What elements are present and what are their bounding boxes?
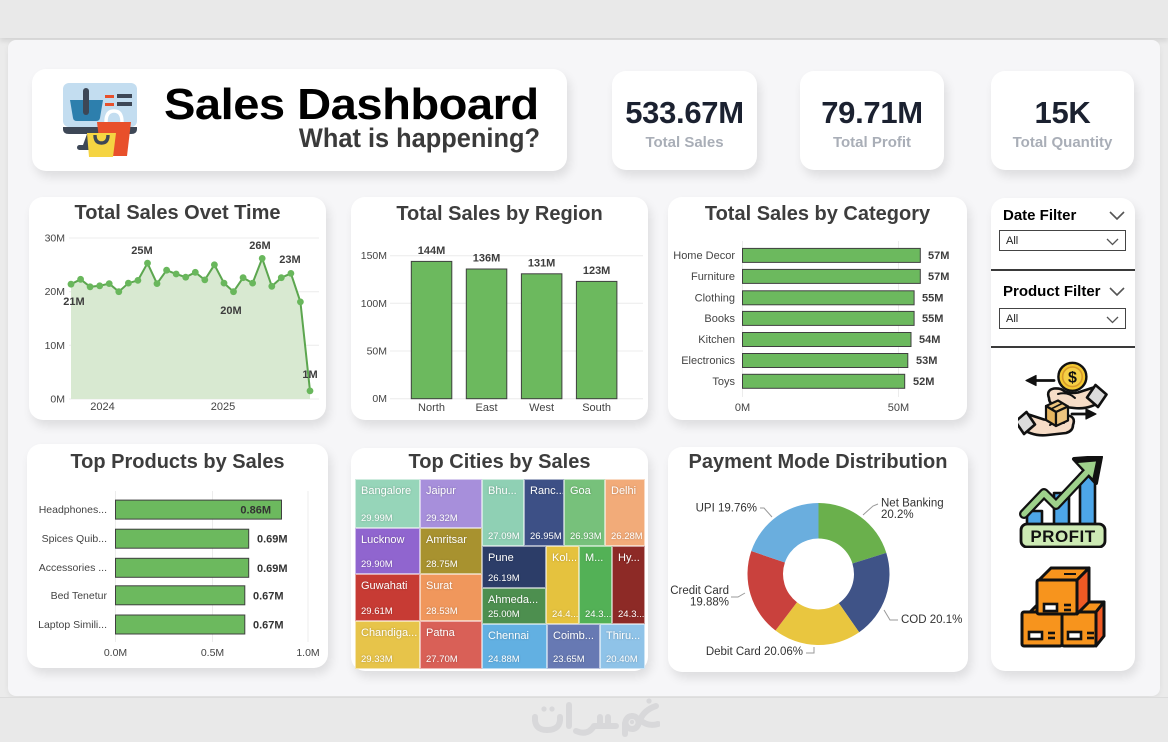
svg-text:COD 20.1%: COD 20.1%: [901, 614, 962, 626]
svg-text:52M: 52M: [913, 376, 934, 388]
svg-text:57M: 57M: [928, 271, 949, 283]
svg-text:1.0M: 1.0M: [296, 647, 319, 659]
svg-text:100M: 100M: [361, 298, 387, 310]
svg-text:UPI 19.76%: UPI 19.76%: [696, 503, 757, 515]
svg-text:Toys: Toys: [712, 376, 735, 388]
svg-text:North: North: [418, 402, 445, 414]
svg-text:2024: 2024: [90, 401, 114, 413]
svg-text:20.2%: 20.2%: [881, 509, 914, 521]
svg-text:Books: Books: [704, 313, 735, 325]
svg-text:Furniture: Furniture: [691, 271, 735, 283]
svg-text:55M: 55M: [922, 292, 943, 304]
svg-text:19.88%: 19.88%: [690, 597, 729, 609]
svg-text:1M: 1M: [302, 369, 317, 381]
svg-text:0.67M: 0.67M: [253, 590, 284, 602]
svg-text:0.5M: 0.5M: [201, 647, 224, 659]
svg-text:10M: 10M: [45, 340, 65, 352]
svg-text:East: East: [475, 402, 497, 414]
svg-text:Bed Tenetur: Bed Tenetur: [51, 590, 108, 602]
svg-text:Debit Card 20.06%: Debit Card 20.06%: [706, 646, 803, 658]
svg-text:Laptop Simili...: Laptop Simili...: [38, 619, 107, 631]
svg-text:South: South: [582, 402, 611, 414]
svg-text:136M: 136M: [473, 253, 501, 265]
svg-text:50M: 50M: [888, 402, 909, 414]
svg-text:0.86M: 0.86M: [240, 505, 271, 517]
svg-text:0M: 0M: [50, 394, 65, 406]
svg-text:PROFIT: PROFIT: [1030, 527, 1095, 546]
svg-text:20M: 20M: [45, 286, 65, 298]
svg-text:0.69M: 0.69M: [257, 534, 288, 546]
svg-text:Spices Quib...: Spices Quib...: [42, 533, 107, 545]
svg-text:26M: 26M: [249, 240, 270, 252]
svg-text:Accessories ...: Accessories ...: [39, 562, 107, 574]
svg-text:Kitchen: Kitchen: [698, 334, 735, 346]
svg-text:25M: 25M: [131, 245, 152, 257]
svg-text:21M: 21M: [63, 296, 84, 308]
svg-text:Headphones...: Headphones...: [39, 504, 107, 516]
svg-text:West: West: [529, 402, 554, 414]
svg-text:57M: 57M: [928, 250, 949, 262]
svg-text:144M: 144M: [418, 245, 446, 257]
svg-text:Electronics: Electronics: [681, 355, 735, 367]
svg-text:Home Decor: Home Decor: [673, 250, 735, 262]
svg-text:0M: 0M: [372, 393, 387, 405]
svg-text:131M: 131M: [528, 257, 556, 269]
svg-text:Credit Card: Credit Card: [670, 585, 729, 597]
svg-text:$: $: [1068, 370, 1077, 387]
svg-text:123M: 123M: [583, 265, 611, 277]
svg-text:53M: 53M: [916, 355, 937, 367]
svg-text:Clothing: Clothing: [695, 292, 735, 304]
svg-text:54M: 54M: [919, 334, 940, 346]
svg-text:0.0M: 0.0M: [104, 647, 127, 659]
svg-text:2025: 2025: [211, 401, 235, 413]
svg-text:0M: 0M: [735, 402, 750, 414]
svg-text:150M: 150M: [361, 250, 387, 262]
svg-text:23M: 23M: [279, 254, 300, 266]
svg-text:30M: 30M: [45, 233, 65, 245]
svg-text:50M: 50M: [367, 346, 387, 358]
svg-text:55M: 55M: [922, 313, 943, 325]
svg-text:0.67M: 0.67M: [253, 620, 284, 632]
svg-text:0.69M: 0.69M: [257, 563, 288, 575]
svg-text:20M: 20M: [220, 305, 241, 317]
svg-text:Net Banking: Net Banking: [881, 498, 944, 510]
